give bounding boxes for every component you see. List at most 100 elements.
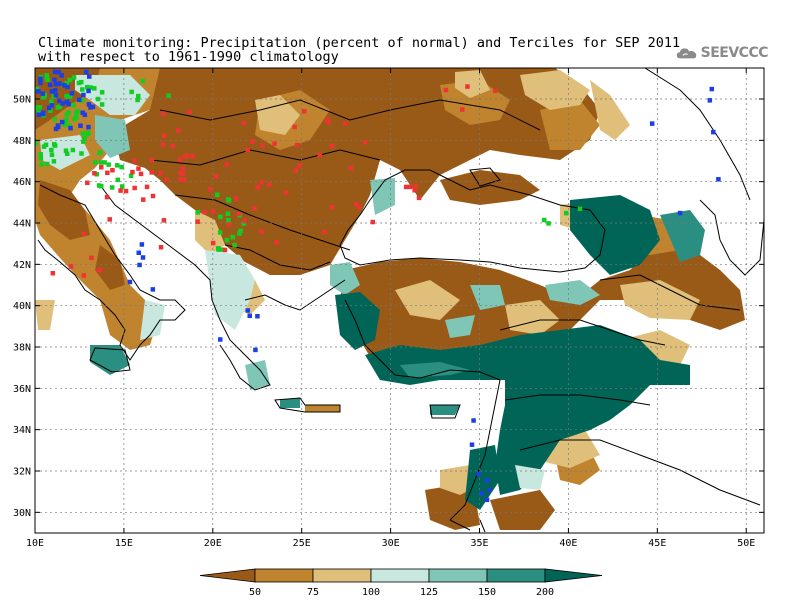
station-below — [413, 183, 418, 189]
y-tick-label: 42N — [13, 260, 31, 271]
y-tick-label: 30N — [13, 508, 31, 519]
station-normal — [94, 172, 99, 177]
station-above — [711, 129, 716, 135]
station-normal — [49, 147, 54, 153]
station-normal — [64, 151, 70, 157]
station-above — [476, 471, 482, 477]
station-above — [57, 98, 62, 104]
station-below — [412, 188, 417, 193]
colorbar-box — [370, 568, 430, 583]
station-below — [178, 177, 183, 182]
station-below — [202, 209, 207, 215]
station-normal — [71, 102, 76, 108]
station-normal — [79, 151, 84, 156]
station-above — [245, 308, 251, 313]
station-normal — [95, 96, 101, 102]
colorbar-label: 200 — [536, 587, 554, 598]
station-below — [222, 247, 228, 253]
station-below — [181, 177, 187, 182]
station-below — [187, 109, 192, 115]
station-below — [353, 202, 359, 207]
station-below — [99, 165, 104, 170]
station-above — [86, 102, 92, 107]
station-above — [136, 250, 142, 256]
station-above — [59, 73, 64, 78]
station-below — [443, 87, 449, 93]
x-tick-label: 10E — [26, 538, 44, 549]
station-above — [487, 487, 492, 493]
y-tick-label: 40N — [13, 301, 31, 312]
station-below — [177, 157, 183, 162]
station-below — [294, 142, 300, 148]
station-below — [236, 211, 242, 217]
station-above — [53, 81, 59, 87]
station-normal — [62, 122, 67, 128]
station-below — [322, 229, 327, 235]
station-normal — [52, 116, 58, 122]
station-normal — [129, 89, 134, 95]
logo-text: SEEVCCC — [700, 45, 769, 61]
station-normal — [216, 247, 221, 252]
map-frame — [34, 67, 765, 534]
station-below — [297, 163, 302, 168]
station-below — [161, 218, 167, 223]
station-above — [49, 89, 55, 94]
station-normal — [37, 105, 42, 110]
station-normal — [237, 231, 242, 236]
y-tick-label: 44N — [13, 219, 31, 230]
station-below — [92, 171, 97, 176]
station-above — [62, 83, 67, 88]
station-normal — [85, 130, 90, 136]
station-below — [362, 140, 368, 145]
colorbar-label: 150 — [478, 587, 496, 598]
station-normal — [80, 87, 85, 92]
station-normal — [99, 183, 104, 189]
station-normal — [70, 147, 76, 153]
station-below — [329, 205, 335, 210]
station-above — [40, 110, 46, 116]
station-above — [87, 74, 92, 79]
station-normal — [140, 78, 146, 84]
x-tick-label: 35E — [470, 538, 488, 549]
station-normal — [67, 77, 73, 83]
station-below — [158, 171, 163, 176]
station-above — [52, 69, 58, 75]
station-below — [301, 109, 307, 114]
station-normal — [166, 93, 171, 98]
station-above — [66, 102, 71, 107]
station-normal — [195, 210, 201, 215]
station-below — [132, 185, 137, 191]
station-above — [57, 81, 62, 86]
station-below — [210, 209, 216, 214]
station-above — [59, 119, 65, 125]
station-normal — [119, 164, 124, 170]
station-below — [403, 184, 409, 190]
station-above — [38, 76, 43, 81]
station-below — [272, 141, 277, 146]
station-above — [40, 91, 45, 96]
station-below — [68, 264, 74, 269]
station-below — [317, 152, 322, 158]
station-below — [210, 240, 216, 246]
station-normal — [44, 161, 50, 167]
station-above — [127, 279, 133, 285]
y-tick-label: 32N — [13, 467, 31, 478]
station-above — [53, 126, 59, 132]
station-normal — [80, 98, 85, 103]
station-below — [175, 128, 181, 133]
station-below — [226, 222, 232, 227]
station-below — [250, 139, 255, 144]
station-below — [324, 117, 330, 122]
station-below — [141, 197, 146, 202]
station-below — [293, 168, 298, 173]
station-above — [76, 97, 82, 103]
station-above — [52, 77, 57, 83]
station-normal — [41, 144, 47, 149]
y-axis-ticks: 30N 32N 34N 36N 38N 40N 42N 44N 46N 48N 50N — [13, 95, 764, 519]
station-normal — [82, 135, 87, 141]
station-below — [326, 119, 331, 125]
station-normal — [44, 73, 50, 78]
coastlines — [37, 68, 764, 533]
station-above — [479, 491, 484, 496]
